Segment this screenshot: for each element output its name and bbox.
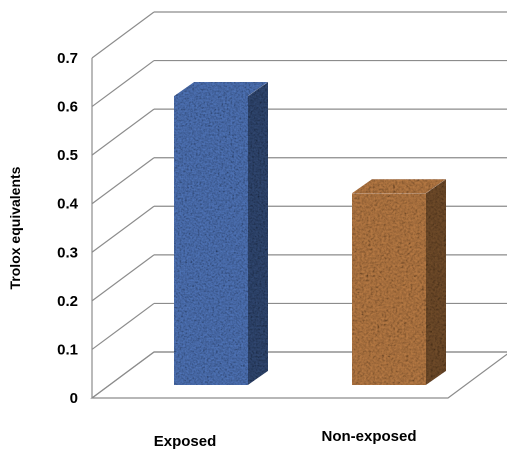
- y-tick-label: 0.6: [57, 99, 78, 116]
- side-gridline: [91, 302, 155, 350]
- y-tick-label: 0.5: [57, 147, 78, 164]
- axes: [90, 58, 507, 399]
- bar-exposed: [174, 82, 268, 385]
- y-tick-label: 0.2: [57, 293, 78, 310]
- y-tick-label: 0.4: [57, 196, 79, 213]
- chart-floor: [90, 351, 507, 399]
- side-gridline: [91, 108, 155, 156]
- bar-side-face: [248, 82, 268, 385]
- y-tick-label: 0: [70, 390, 78, 407]
- side-gridline: [91, 11, 155, 59]
- bar-front-face: [174, 96, 248, 385]
- labels: 0 0.1 0.2 0.3 0.4 0.5 0.6 0.7 Trolox equivalents…: [7, 50, 417, 450]
- x-tick-label: Exposed: [154, 433, 217, 450]
- x-tick-label: Non-exposed: [321, 428, 416, 445]
- bar-side-face: [426, 179, 446, 385]
- bars: [174, 82, 446, 385]
- y-tick-label: 0.1: [57, 341, 78, 358]
- y-tick-label: 0.3: [57, 244, 78, 261]
- y-axis-title: Trolox equivalents: [7, 166, 23, 289]
- bar-non-exposed: [352, 179, 446, 385]
- side-gridline: [91, 205, 155, 253]
- bar-top-face: [352, 179, 446, 194]
- y-tick-label: 0.7: [57, 50, 78, 67]
- bar-top-face: [174, 82, 268, 96]
- side-gridline: [91, 60, 155, 108]
- side-gridline: [91, 157, 155, 205]
- side-gridline: [91, 254, 155, 302]
- bar-front-face: [352, 193, 426, 385]
